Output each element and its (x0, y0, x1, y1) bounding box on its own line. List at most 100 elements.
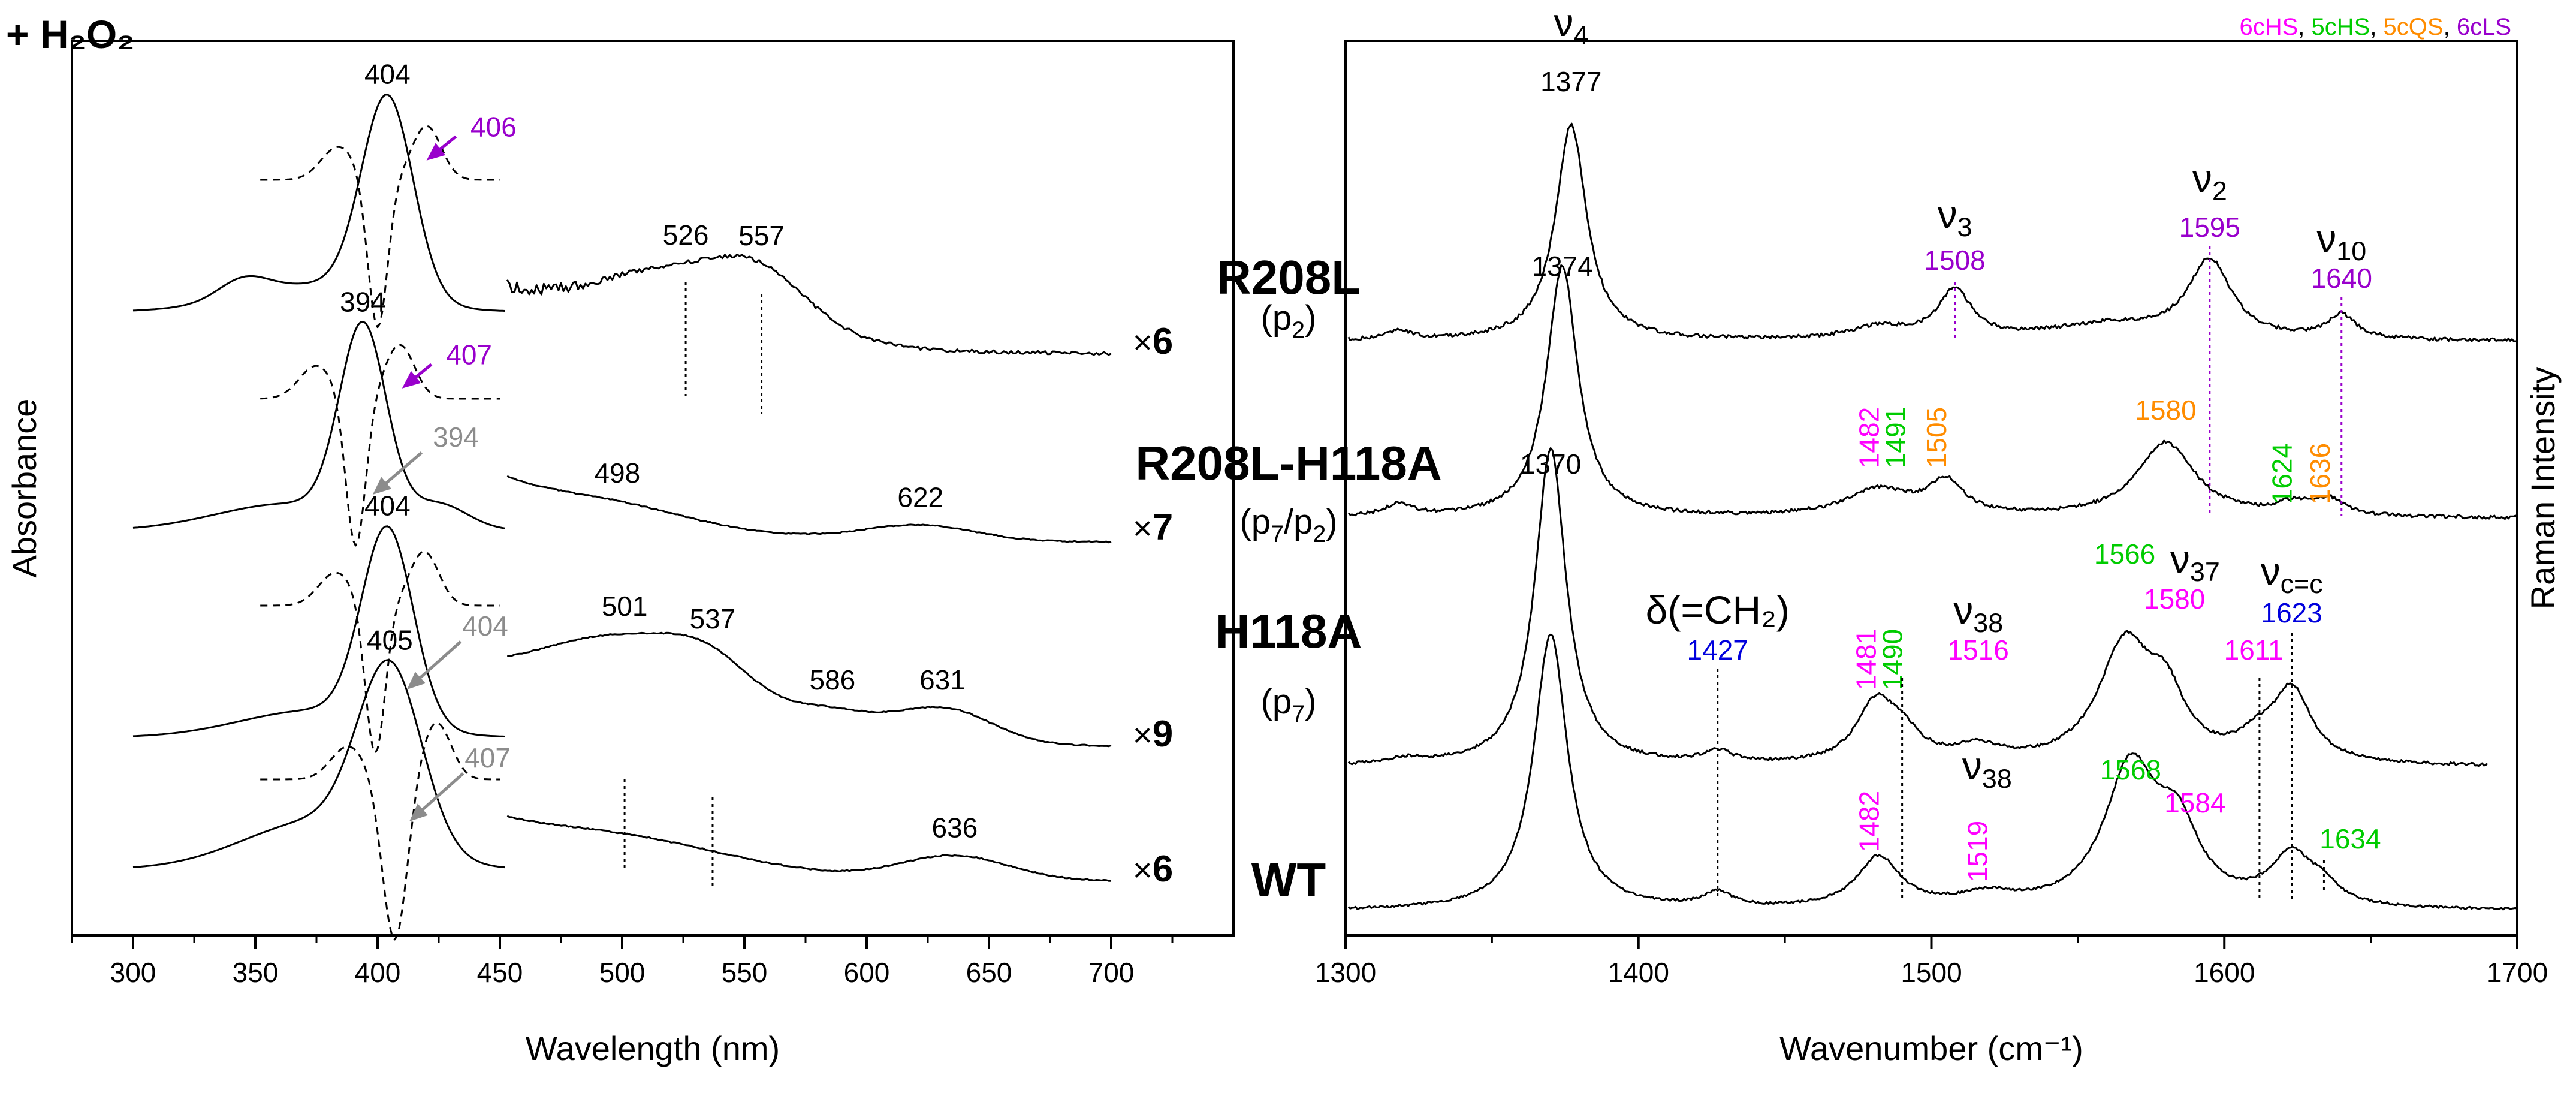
visible-peak-label: 631 (919, 664, 966, 695)
x-tick-label: 1300 (1315, 957, 1376, 988)
raman-peak-label: 1636 (2304, 443, 2336, 504)
soret-trace (132, 320, 505, 529)
raman-peak-label: 1584 (2164, 787, 2225, 818)
arrow-head (402, 371, 421, 389)
raman-peak-label: 1481 (1851, 629, 1882, 690)
difference-trace (260, 125, 500, 329)
arrow-head (426, 143, 446, 161)
difference-trace (260, 550, 500, 754)
soret-peak-label: 404 (364, 59, 411, 90)
x-tick-label: 350 (233, 957, 279, 988)
visible-peak-label: 537 (690, 603, 736, 634)
sample-name: R208L-H118A (1135, 436, 1441, 490)
raman-peak-label: 1624 (2267, 443, 2298, 504)
raman-peak-label: 1482 (1854, 791, 1885, 852)
raman-peak-label: 1640 (2311, 263, 2372, 294)
arrow-head (409, 803, 429, 821)
spin-state-legend: 6cHS, 5cHS, 5cQS, 6cLS (2239, 14, 2511, 40)
visible-peak-label: 622 (897, 482, 943, 513)
x-tick-label: 1500 (1901, 957, 1962, 988)
soret-band-r208l: 404 406 (132, 59, 517, 329)
scale-multiplier: ×6 (1133, 848, 1173, 890)
difference-arrow (426, 135, 457, 161)
vibrational-mode-label: ν37 (2170, 537, 2220, 587)
x-tick-label: 550 (722, 957, 768, 988)
raman-panel: 1300 1400 1500 1600 1700 Wavenumber (cm⁻¹) Ram… (1315, 0, 2562, 1067)
sample-state: (p2) (1261, 299, 1317, 344)
raman-peak-label: 1611 (2224, 634, 2284, 666)
sample-labels: ×6 ×7 ×9 ×6 R208L(p2) R208L-H118A (p7/p2) H118A… (1133, 251, 1442, 907)
visible-band-wt: 636 (506, 812, 1112, 882)
x-tick-label: 1700 (2487, 957, 2548, 988)
raman-peak-label: 1508 (1924, 245, 1985, 276)
x-tick-label: 500 (599, 957, 645, 988)
arrow-shaft (417, 772, 464, 815)
raman-spectrum-r208l-h118a (1347, 264, 2518, 520)
sample-state: (p7/p2) (1239, 502, 1337, 547)
sample-name: H118A (1215, 604, 1362, 658)
x-tick-label: 700 (1088, 957, 1135, 988)
visible-peak-label: 501 (602, 591, 648, 622)
vibrational-mode-label: νc=c (2261, 549, 2323, 599)
raman-spectrum-h118a (1347, 447, 2488, 767)
soret-peak-label: 404 (364, 490, 411, 522)
raman-trace (1347, 447, 2488, 767)
sample-state: (p7) (1261, 682, 1317, 727)
difference-peak-label: 407 (464, 742, 511, 773)
difference-arrow (402, 363, 433, 389)
raman-peak-label: 1580 (2144, 583, 2205, 615)
vibrational-mode-label: ν3 (1938, 192, 1972, 242)
delta-ch2-label: δ(=CH₂) (1646, 588, 1790, 632)
soret-band-wt: 405 407 (132, 624, 511, 941)
raman-trace (1347, 633, 2518, 911)
raman-peak-label: 1634 (2319, 823, 2381, 854)
visible-trace (506, 254, 1112, 356)
difference-peak-label: 404 (462, 610, 508, 642)
visible-trace (506, 815, 1112, 882)
arrow-head (406, 672, 426, 689)
y-axis-title: Raman Intensity (2524, 367, 2562, 610)
y-axis-title: Absorbance (5, 399, 43, 578)
x-tick-label: 1600 (2194, 957, 2255, 988)
soret-band-h118a: 404 404 (132, 490, 508, 754)
x-tick-label: 300 (110, 957, 156, 988)
visible-peak-label: 636 (932, 812, 978, 844)
vibrational-mode-label: ν38 (1953, 588, 2003, 638)
raman-peak-label: 1580 (2135, 395, 2196, 426)
x-axis-title: Wavelength (nm) (526, 1029, 780, 1067)
visible-peak-label: 526 (663, 219, 709, 251)
visible-band-h118a: 501 537 586 631 (507, 591, 1112, 748)
x-tick-label: 450 (477, 957, 523, 988)
x-tick-label: 650 (966, 957, 1012, 988)
vibrational-mode-label: ν4 (1554, 0, 1588, 50)
difference-arrow (406, 640, 462, 689)
visible-trace (506, 475, 1112, 544)
x-axis-title: Wavenumber (cm⁻¹) (1779, 1029, 2083, 1067)
scale-multiplier: ×9 (1133, 713, 1173, 755)
soret-trace (132, 659, 505, 869)
visible-trace (507, 631, 1112, 748)
vibrational-mode-label: ν2 (2192, 156, 2227, 206)
legend-entry: 5cQS (2384, 14, 2444, 40)
legend-entry: 6cHS (2239, 14, 2298, 40)
arrow-shaft (415, 640, 462, 683)
raman-peak-label: 1566 (2094, 538, 2155, 570)
arrow-shaft (381, 451, 423, 488)
raman-trace (1347, 264, 2518, 520)
scale-multiplier: ×6 (1133, 321, 1173, 362)
scale-multiplier: ×7 (1133, 507, 1173, 548)
x-tick-label: 400 (355, 957, 401, 988)
raman-peak-label: 1377 (1540, 66, 1601, 97)
raman-peak-label: 1568 (2100, 754, 2161, 785)
soret-trace (132, 525, 505, 737)
sample-name: WT (1251, 853, 1326, 907)
raman-peak-label: 1482 (1854, 407, 1885, 468)
difference-peak-label: 406 (470, 112, 517, 143)
visible-band-r208l-h118a: 498 622 (506, 457, 1112, 544)
difference-arrow (409, 772, 464, 821)
vibrational-mode-label: ν10 (2316, 216, 2366, 266)
raman-peak-label: 1491 (1880, 407, 1911, 468)
header: + H₂O₂ 6cHS, 5cHS, 5cQS, 6cLS (6, 12, 2511, 56)
raman-peak-label: 1370 (1520, 448, 1581, 480)
